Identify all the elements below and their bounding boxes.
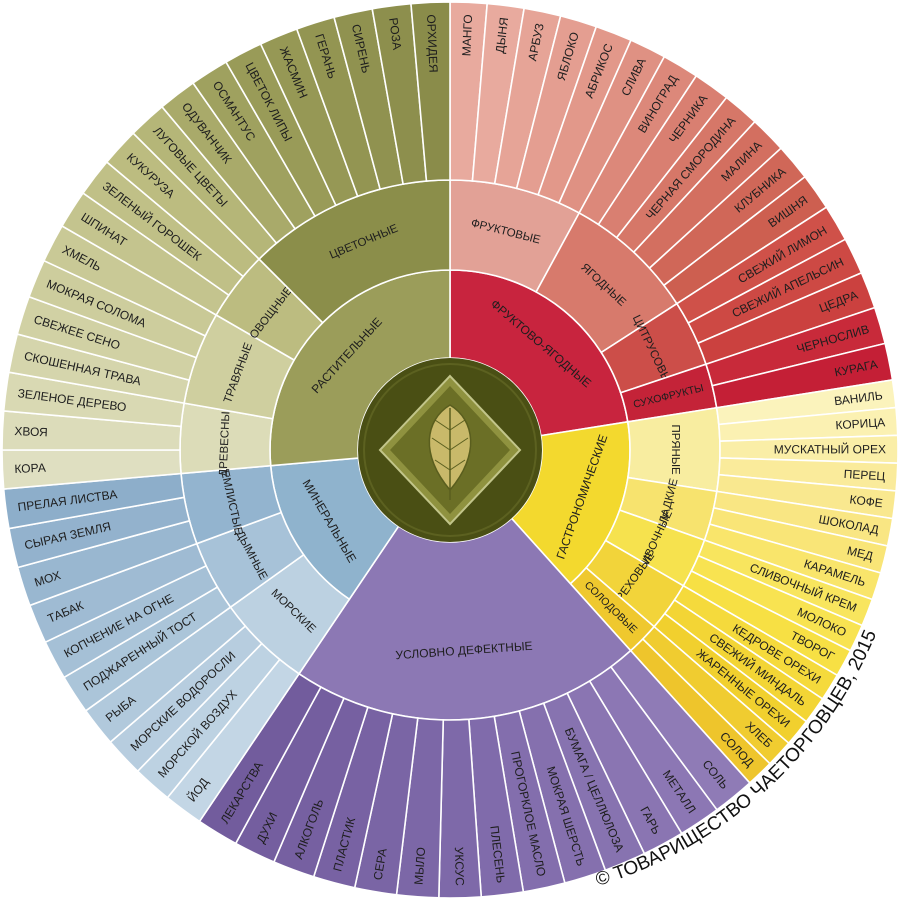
category-2-item-6-label: ПЛЕСЕНЬ [487, 825, 508, 884]
center-ring [363, 363, 537, 537]
category-4-item-18-sector [410, 1, 451, 182]
category-2-item-8-label: МЫЛО [412, 847, 429, 886]
category-1-item-1-label: КОРИЦА [835, 415, 885, 432]
wheel-center [358, 358, 542, 542]
category-0-item-1-label: ДЫНЯ [493, 17, 511, 55]
category-2-item-9-label: СЕРА [371, 847, 390, 881]
category-0-item-0-label: МАНГО [459, 14, 475, 56]
category-2-item-7-label: УКСУС [452, 847, 467, 887]
category-4-item-18-label: ОРХИДЕЯ [424, 14, 441, 73]
leaf-emblem-icon [378, 374, 522, 526]
category-4-item-0-label: КОРА [14, 461, 46, 476]
category-1-item-2-label: МУСКАТНЫЙ ОРЕХ [774, 441, 886, 456]
category-1-item-4-label: КОФЕ [849, 492, 884, 510]
category-4-subgroup-0-label: ДРЕВЕСНЫЕ [218, 403, 233, 477]
category-1-subgroup-0-label: ПРЯНЫЕ [669, 425, 681, 475]
category-1-item-6-label: МЕД [846, 543, 875, 563]
category-4-item-17-label: РОЗА [386, 17, 404, 51]
category-4-item-1-label: ХВОЯ [14, 424, 48, 439]
category-1-item-0-label: ВАНИЛЬ [833, 388, 883, 408]
category-1-item-3-label: ПЕРЕЦ [843, 467, 885, 483]
